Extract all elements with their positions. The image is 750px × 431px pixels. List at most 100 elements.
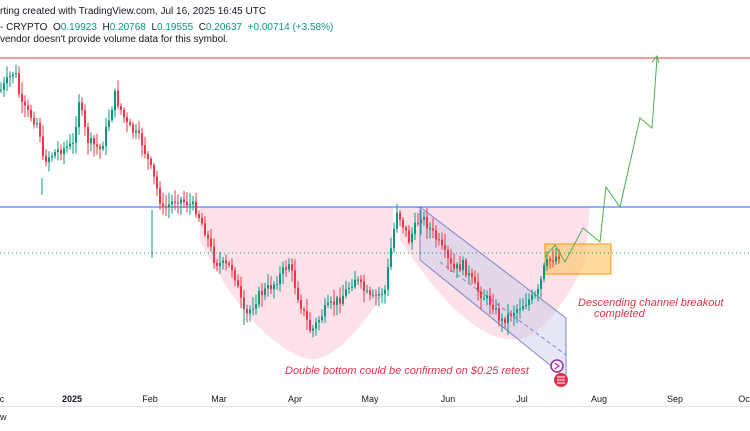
candle-body <box>273 284 275 290</box>
candle-body <box>279 273 281 285</box>
candle-body <box>165 206 167 208</box>
candle-body <box>102 146 104 149</box>
candle-body <box>378 293 380 296</box>
candle-body <box>315 322 317 329</box>
candle-body <box>480 291 482 299</box>
candle-body <box>21 93 23 102</box>
flag-event-icon[interactable] <box>554 373 568 387</box>
price-chart[interactable] <box>0 0 750 406</box>
candle-body <box>489 295 491 305</box>
candle-body <box>300 299 302 310</box>
symbol-label[interactable]: - CRYPTO <box>0 22 48 33</box>
candle-body <box>42 136 44 156</box>
candle-body <box>24 101 26 106</box>
x-label-dec: c <box>0 394 5 404</box>
candle-body <box>156 176 158 189</box>
candle-body <box>276 284 278 286</box>
candle-body <box>114 90 116 111</box>
candle-body <box>510 314 512 317</box>
x-label-mar: Mar <box>211 394 227 404</box>
channel-annotation-line2: completed <box>594 308 645 320</box>
candle-body <box>384 289 386 294</box>
candle-body <box>441 239 443 246</box>
candle-body <box>522 306 524 309</box>
candle-body <box>189 203 191 206</box>
candle-body <box>534 294 536 296</box>
candle-body <box>0 89 2 91</box>
x-label-feb: Feb <box>142 394 158 404</box>
candle-body <box>462 260 464 271</box>
candle-body <box>297 287 299 300</box>
candle-body <box>396 212 398 229</box>
projection-arrowhead <box>651 54 660 64</box>
x-label-sep: Sep <box>666 394 684 404</box>
candle-body <box>6 77 8 84</box>
candle-body <box>195 201 197 215</box>
x-label-may: May <box>361 394 379 404</box>
candle-body <box>477 282 479 292</box>
candle-body <box>519 308 521 310</box>
candle-body <box>447 250 449 259</box>
candle-body <box>282 267 284 274</box>
candle-body <box>558 256 560 260</box>
candle-body <box>213 246 215 263</box>
candle-body <box>387 266 389 290</box>
bottom-toolbar-text[interactable]: w <box>0 412 7 422</box>
candle-body <box>405 227 407 231</box>
x-label-jul: Jul <box>516 394 528 404</box>
x-label-apr: Apr <box>287 394 303 404</box>
candle-body <box>549 259 551 261</box>
high-value: 0.20768 <box>109 22 146 33</box>
candle-body <box>474 277 476 283</box>
candle-body <box>270 285 272 290</box>
candle-body <box>423 216 425 220</box>
candle-body <box>324 305 326 317</box>
candle-body <box>342 295 344 304</box>
candle-body <box>486 295 488 299</box>
candle-body <box>261 290 263 296</box>
candle-body <box>207 234 209 239</box>
candle-body <box>363 281 365 291</box>
candle-body <box>360 279 362 282</box>
candle-body <box>366 290 368 292</box>
open-value: 0.19923 <box>60 22 97 33</box>
change-value: +0.00714 (+3.58%) <box>247 22 334 33</box>
candle-body <box>93 137 95 145</box>
candle-body <box>210 238 212 247</box>
candle-body <box>132 124 134 133</box>
candle-body <box>336 297 338 305</box>
candle-body <box>108 120 110 127</box>
candle-body <box>393 228 395 249</box>
candle-body <box>153 164 155 177</box>
candle-body <box>27 105 29 110</box>
candle-body <box>429 228 431 230</box>
candle-body <box>498 308 500 321</box>
candle-body <box>546 259 548 266</box>
candlestick-series <box>0 64 560 338</box>
candle-body <box>528 299 530 306</box>
candle-body <box>369 290 371 296</box>
candle-body <box>408 230 410 243</box>
candle-body <box>306 310 308 320</box>
candle-body <box>57 149 59 153</box>
candle-body <box>309 319 311 331</box>
candle-body <box>294 270 296 288</box>
candle-body <box>147 153 149 160</box>
candle-body <box>444 245 446 251</box>
candle-body <box>9 76 11 78</box>
candle-body <box>312 328 314 331</box>
first-bottom-cup <box>200 207 393 360</box>
candle-body <box>228 263 230 265</box>
candle-body <box>450 258 452 264</box>
candle-body <box>141 132 143 146</box>
candle-body <box>75 127 77 143</box>
candle-body <box>54 152 56 156</box>
candle-body <box>513 312 515 317</box>
candle-body <box>504 318 506 324</box>
candle-body <box>291 264 293 271</box>
candle-body <box>135 130 137 133</box>
dividend-event-icon[interactable] <box>550 359 564 373</box>
ohlc-bar: - CRYPTO O0.19923 H0.20768 L0.19555 C0.2… <box>0 22 333 33</box>
candle-body <box>339 297 341 304</box>
candle-body <box>48 157 50 162</box>
